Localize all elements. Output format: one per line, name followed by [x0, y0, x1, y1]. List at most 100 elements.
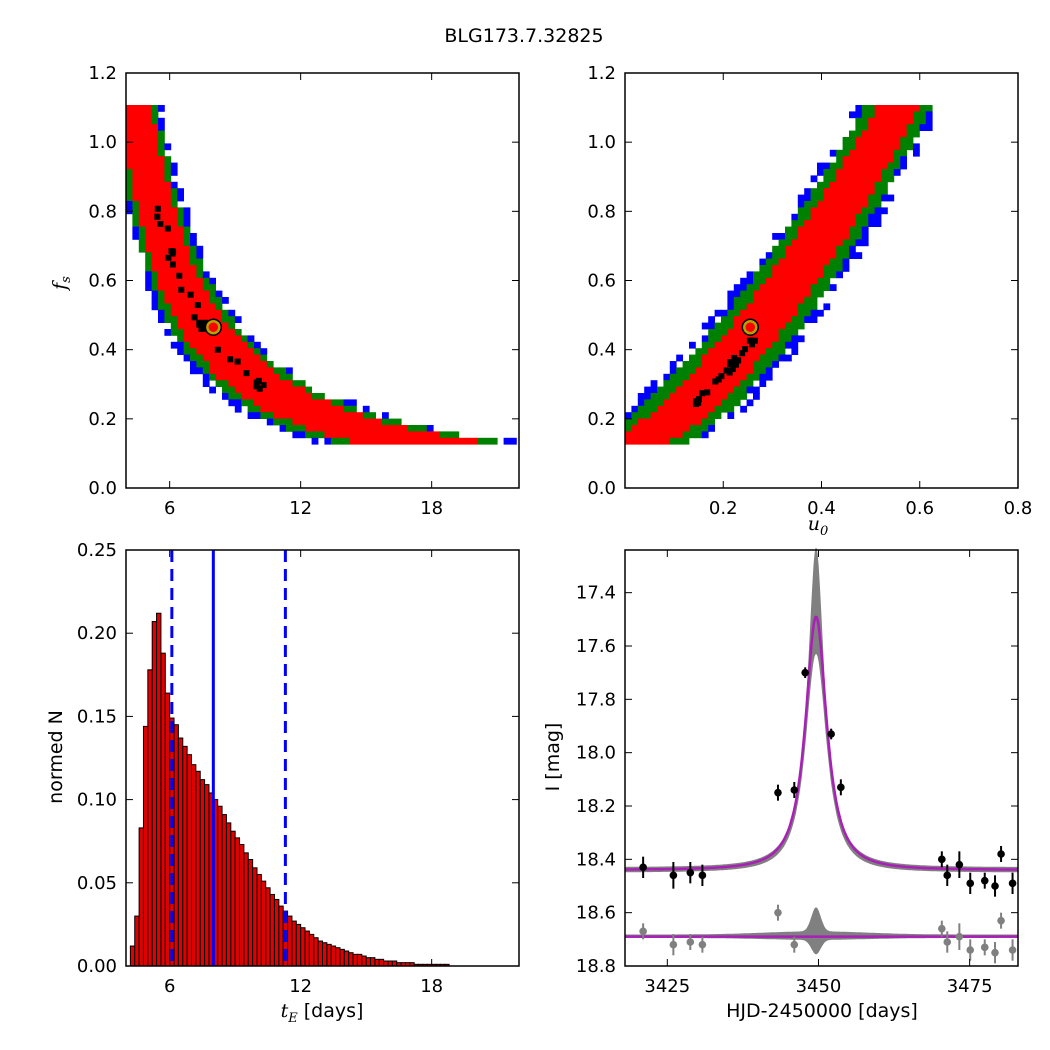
conf-cell	[849, 194, 856, 202]
model-curve	[625, 615, 1018, 871]
conf-cell	[849, 130, 856, 138]
conf-cell	[708, 361, 715, 368]
conf-cell	[778, 258, 786, 266]
conf-cell	[701, 380, 709, 387]
conf-cell	[861, 220, 869, 227]
conf-cell	[324, 437, 332, 445]
conf-cell	[637, 393, 645, 400]
conf-cell	[138, 130, 146, 138]
hist-bar	[138, 827, 144, 967]
conf-cell	[817, 258, 824, 266]
conf-cell	[273, 399, 280, 407]
conf-cell	[759, 322, 767, 330]
panel-tE-hist-ytick-label: 0.00	[77, 956, 117, 977]
conf-cell	[298, 431, 306, 439]
conf-cell	[286, 373, 293, 381]
conf-cell	[881, 207, 888, 215]
hist-bar	[191, 764, 197, 967]
conf-cell	[695, 354, 703, 362]
conf-cell	[797, 290, 805, 298]
conf-cell	[836, 201, 843, 208]
conf-cell	[695, 418, 703, 426]
conf-cell	[164, 181, 172, 189]
conf-cell	[138, 181, 146, 189]
conf-cell	[234, 341, 242, 349]
conf-cell	[919, 105, 927, 112]
conf-cell	[164, 277, 172, 285]
conf-cell	[669, 431, 677, 439]
conf-cell	[817, 201, 824, 208]
conf-cell	[657, 386, 664, 394]
best-fit-marker	[743, 319, 758, 335]
conf-cell	[222, 367, 229, 375]
conf-cell	[164, 213, 172, 221]
conf-cell	[350, 437, 357, 445]
conf-cell	[375, 418, 383, 426]
conf-cell	[708, 373, 715, 381]
conf-cell	[145, 220, 152, 227]
conf-cell	[842, 252, 850, 259]
conf-cell	[158, 181, 165, 189]
conf-cell	[785, 226, 792, 234]
conf-cell	[772, 271, 779, 279]
conf-cell	[247, 393, 255, 400]
conf-cell	[804, 188, 811, 195]
conf-cell	[202, 335, 210, 343]
conf-cell	[753, 303, 760, 311]
conf-cell	[740, 303, 747, 311]
conf-cell	[292, 431, 300, 439]
conf-cell	[900, 111, 907, 119]
hist-bar	[278, 905, 284, 967]
conf-cell	[305, 405, 312, 413]
conf-cell	[279, 386, 287, 394]
conf-cell	[241, 348, 248, 355]
conf-cell	[343, 437, 351, 445]
conf-cell	[215, 373, 223, 381]
conf-cell	[158, 169, 165, 176]
hist-bar	[204, 784, 210, 967]
conf-cell	[663, 425, 671, 432]
hist-bar	[230, 830, 236, 967]
conf-cell	[177, 329, 184, 336]
conf-cell	[842, 213, 850, 221]
conf-cell	[234, 399, 242, 407]
conf-cell	[234, 386, 242, 394]
conf-cell	[669, 373, 677, 381]
conf-cell	[772, 284, 779, 291]
conf-cell	[701, 431, 709, 439]
conf-cell	[273, 412, 280, 419]
conf-cell	[893, 124, 901, 131]
conf-cell	[849, 156, 856, 163]
conf-cell	[785, 239, 792, 247]
conf-cell	[362, 431, 370, 439]
best-cell	[202, 319, 209, 326]
conf-cell	[765, 373, 773, 381]
conf-cell	[708, 335, 715, 343]
conf-cell	[733, 367, 741, 375]
conf-cell	[733, 284, 741, 291]
conf-cell	[292, 412, 300, 419]
conf-cell	[183, 252, 191, 259]
conf-cell	[849, 137, 856, 144]
conf-cell	[765, 290, 773, 298]
conf-cell	[772, 258, 779, 266]
conf-cell	[682, 418, 690, 426]
conf-cell	[132, 143, 140, 151]
conf-cell	[829, 181, 837, 189]
conf-cell	[778, 233, 786, 240]
conf-cell	[375, 437, 383, 445]
hist-bar	[330, 945, 337, 967]
conf-cell	[791, 335, 799, 343]
conf-cell	[202, 341, 210, 349]
conf-cell	[791, 271, 799, 279]
conf-cell	[861, 162, 869, 170]
conf-cell	[797, 335, 805, 343]
conf-cell	[753, 361, 760, 368]
hist-bar	[287, 915, 293, 967]
best-cell	[198, 325, 205, 332]
conf-cell	[817, 226, 824, 234]
conf-cell	[791, 233, 799, 240]
conf-cell	[132, 220, 140, 227]
conf-cell	[222, 373, 229, 381]
conf-cell	[132, 156, 140, 163]
